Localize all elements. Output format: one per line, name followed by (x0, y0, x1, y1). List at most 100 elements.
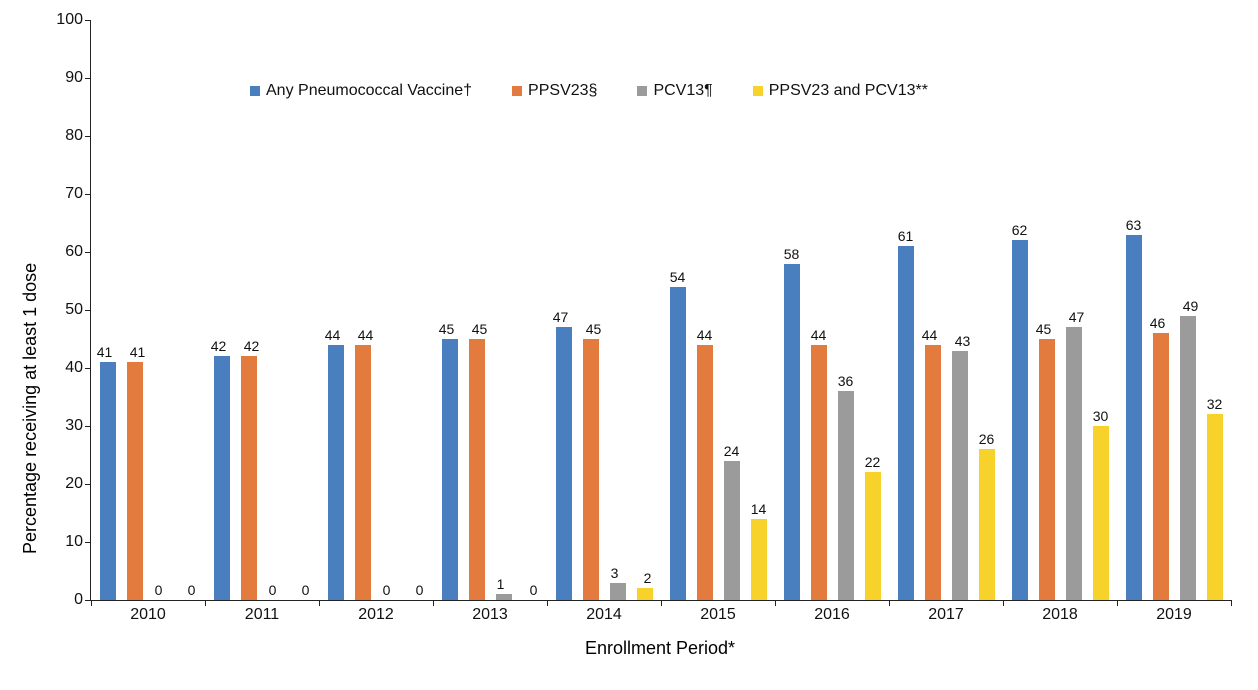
bar (751, 519, 767, 600)
x-category-label: 2011 (245, 600, 279, 624)
x-category-label: 2010 (130, 600, 166, 624)
bar-value-label: 42 (211, 338, 227, 354)
y-tick-mark (85, 78, 91, 79)
bar-value-label: 46 (1150, 315, 1166, 331)
bar (811, 345, 827, 600)
legend-item: PPSV23 and PCV13** (753, 82, 928, 100)
bar-value-label: 45 (1036, 321, 1052, 337)
bar-value-label: 41 (97, 344, 113, 360)
bar-value-label: 44 (922, 327, 938, 343)
legend-swatch (250, 86, 260, 96)
y-tick-mark (85, 252, 91, 253)
bar (1180, 316, 1196, 600)
y-tick-mark (85, 136, 91, 137)
chart-stage: Percentage receiving at least 1 dose Enr… (0, 0, 1258, 690)
y-tick-mark (85, 368, 91, 369)
bar-value-label: 47 (553, 309, 569, 325)
legend-label: Any Pneumococcal Vaccine† (266, 82, 472, 100)
bar (610, 583, 626, 600)
plot-area: 0102030405060708090100201041410020114242… (90, 20, 1231, 601)
bar (100, 362, 116, 600)
bar (127, 362, 143, 600)
bar-value-label: 32 (1207, 396, 1223, 412)
bar (556, 327, 572, 600)
y-axis-title: Percentage receiving at least 1 dose (20, 262, 41, 553)
x-tick-mark (1003, 600, 1004, 606)
bar-value-label: 2 (644, 570, 652, 586)
bar (469, 339, 485, 600)
x-tick-mark (1231, 600, 1232, 606)
bar-value-label: 26 (979, 431, 995, 447)
bar-value-label: 47 (1069, 309, 1085, 325)
y-tick-mark (85, 484, 91, 485)
bar-value-label: 0 (416, 582, 424, 598)
bar-value-label: 24 (724, 443, 740, 459)
legend-swatch (512, 86, 522, 96)
bar-value-label: 0 (383, 582, 391, 598)
bar (1066, 327, 1082, 600)
x-tick-mark (775, 600, 776, 606)
bar-value-label: 1 (497, 576, 505, 592)
bar (637, 588, 653, 600)
bar (1039, 339, 1055, 600)
bar (979, 449, 995, 600)
bar-value-label: 0 (188, 582, 196, 598)
bar (838, 391, 854, 600)
bar (1012, 240, 1028, 600)
x-tick-mark (1117, 600, 1118, 606)
bar-value-label: 44 (811, 327, 827, 343)
bar-value-label: 14 (751, 501, 767, 517)
bar-value-label: 0 (530, 582, 538, 598)
bar-value-label: 3 (611, 565, 619, 581)
bar (1153, 333, 1169, 600)
bar-value-label: 45 (586, 321, 602, 337)
x-category-label: 2016 (814, 600, 850, 624)
legend-swatch (753, 86, 763, 96)
x-tick-mark (319, 600, 320, 606)
bar-value-label: 43 (955, 333, 971, 349)
bar (328, 345, 344, 600)
x-axis-title: Enrollment Period* (560, 638, 760, 659)
bar-value-label: 0 (302, 582, 310, 598)
bar-value-label: 49 (1183, 298, 1199, 314)
bar-value-label: 58 (784, 246, 800, 262)
y-tick-mark (85, 20, 91, 21)
x-category-label: 2013 (472, 600, 508, 624)
x-tick-mark (661, 600, 662, 606)
bar-value-label: 61 (898, 228, 914, 244)
x-category-label: 2017 (928, 600, 964, 624)
bar (355, 345, 371, 600)
x-tick-mark (91, 600, 92, 606)
legend-label: PPSV23§ (528, 82, 597, 100)
bar-value-label: 44 (697, 327, 713, 343)
bar-value-label: 62 (1012, 222, 1028, 238)
legend: Any Pneumococcal Vaccine† PPSV23§ PCV13¶ PP… (250, 82, 928, 100)
bar-value-label: 42 (244, 338, 260, 354)
x-category-label: 2015 (700, 600, 736, 624)
bar (241, 356, 257, 600)
y-tick-mark (85, 542, 91, 543)
x-category-label: 2019 (1156, 600, 1192, 624)
bar (865, 472, 881, 600)
bar (1126, 235, 1142, 600)
bar-value-label: 30 (1093, 408, 1109, 424)
legend-label: PCV13¶ (653, 82, 712, 100)
bar (784, 264, 800, 600)
legend-label: PPSV23 and PCV13** (769, 82, 928, 100)
bar (925, 345, 941, 600)
bar-value-label: 45 (439, 321, 455, 337)
bar (697, 345, 713, 600)
bar (670, 287, 686, 600)
bar (898, 246, 914, 600)
legend-item: PPSV23§ (512, 82, 597, 100)
bar-value-label: 41 (130, 344, 146, 360)
legend-swatch (637, 86, 647, 96)
bar-value-label: 44 (325, 327, 341, 343)
x-tick-mark (889, 600, 890, 606)
bar (496, 594, 512, 600)
x-tick-mark (547, 600, 548, 606)
x-category-label: 2018 (1042, 600, 1078, 624)
x-category-label: 2012 (358, 600, 394, 624)
bar (442, 339, 458, 600)
bar (952, 351, 968, 600)
